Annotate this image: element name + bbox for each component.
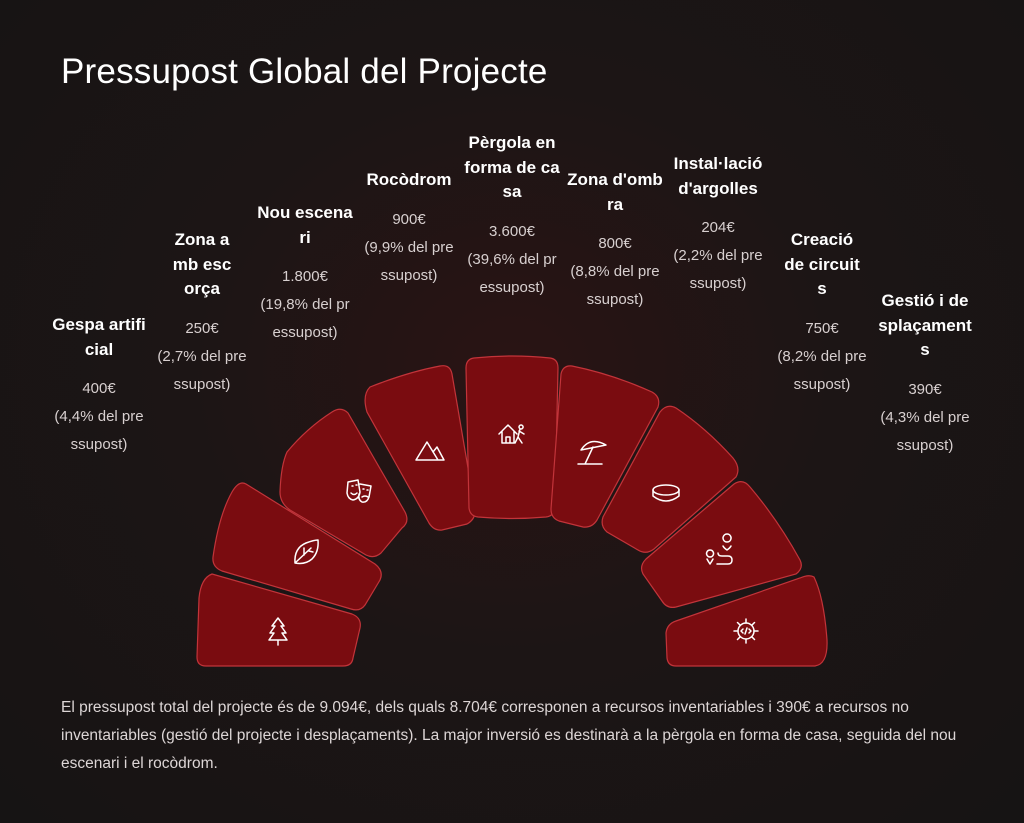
item-percentage: (39,6% del pressupost) xyxy=(467,250,557,296)
item-percentage: (2,7% del pressupost) xyxy=(157,347,247,393)
item-name: Rocòdrom xyxy=(366,170,452,189)
mountain-icon xyxy=(415,441,445,461)
label-creacio-circuits: Creació de circuits 750€ (8,2% del press… xyxy=(774,228,870,399)
item-name: Nou escenari xyxy=(257,203,353,247)
ring-icon xyxy=(652,484,680,502)
item-amount: 250€ xyxy=(185,319,219,337)
label-zona-ombra: Zona d'ombra 800€ (8,8% del pressupost) xyxy=(567,168,663,314)
beach-umbrella-icon xyxy=(577,440,607,465)
theater-masks-icon xyxy=(346,479,372,503)
leaf-icon xyxy=(294,539,319,565)
item-percentage: (9,9% del pressupost) xyxy=(364,238,454,284)
item-percentage: (2,2% del pressupost) xyxy=(673,247,763,292)
item-amount: 390€ xyxy=(908,380,942,398)
route-icon xyxy=(705,533,733,565)
item-percentage: (19,8% del pressupost) xyxy=(260,296,350,341)
item-name: Pèrgola en forma de casa xyxy=(464,133,560,201)
item-amount: 900€ xyxy=(392,210,426,228)
item-amount: 204€ xyxy=(701,219,735,236)
arc-segment-zona-escorca xyxy=(212,482,382,611)
gear-code-icon xyxy=(733,618,759,644)
arc-segment-pergola xyxy=(465,355,559,520)
arc-segment-creacio-circuits xyxy=(640,481,802,608)
item-amount: 800€ xyxy=(598,235,632,252)
summary-text: El pressupost total del projecte és de 9… xyxy=(61,699,957,772)
item-name: Zona amb escorça xyxy=(172,230,232,298)
item-name: Instal·lació d'argolles xyxy=(673,154,763,198)
item-amount: 400€ xyxy=(82,380,116,397)
label-zona-escorca: Zona amb escorça 250€ (2,7% del pressupo… xyxy=(154,228,250,399)
item-name: Zona d'ombra xyxy=(567,170,663,214)
house-person-icon xyxy=(498,424,525,444)
item-name: Gespa artificial xyxy=(52,315,146,359)
tree-icon xyxy=(268,617,288,646)
label-pergola: Pèrgola en forma de casa 3.600€ (39,6% d… xyxy=(464,131,560,302)
label-nou-escenari: Nou escenari 1.800€ (19,8% del pressupos… xyxy=(257,201,353,347)
item-percentage: (4,4% del pressupost) xyxy=(54,408,144,453)
item-name: Creació de circuits xyxy=(784,230,860,298)
item-percentage: (4,3% del pressupost) xyxy=(880,408,970,454)
arc-segment-gespa-artificial xyxy=(196,573,361,667)
arc-segment-rocodrom xyxy=(364,365,476,531)
label-gestio-desplacaments: Gestió i desplaçaments 390€ (4,3% del pr… xyxy=(877,289,973,460)
arc-segment-gestio-desplacaments xyxy=(665,575,828,667)
item-percentage: (8,8% del pressupost) xyxy=(570,263,660,308)
label-rocodrom: Rocòdrom 900€ (9,9% del pressupost) xyxy=(361,168,457,290)
arc-segment-zona-ombra xyxy=(550,365,660,528)
arc-segment-nou-escenari xyxy=(279,408,408,558)
label-installacio-argolles: Instal·lació d'argolles 204€ (2,2% del p… xyxy=(670,152,766,298)
item-name: Gestió i desplaçaments xyxy=(878,291,972,359)
item-amount: 750€ xyxy=(805,319,839,337)
page-title: Pressupost Global del Projecte xyxy=(61,52,548,91)
label-gespa-artificial: Gespa artificial 400€ (4,4% del pressupo… xyxy=(51,313,147,459)
item-amount: 1.800€ xyxy=(282,268,328,285)
item-amount: 3.600€ xyxy=(489,222,535,240)
item-percentage: (8,2% del pressupost) xyxy=(777,347,867,393)
arc-segment-installacio-argolles xyxy=(601,405,739,553)
